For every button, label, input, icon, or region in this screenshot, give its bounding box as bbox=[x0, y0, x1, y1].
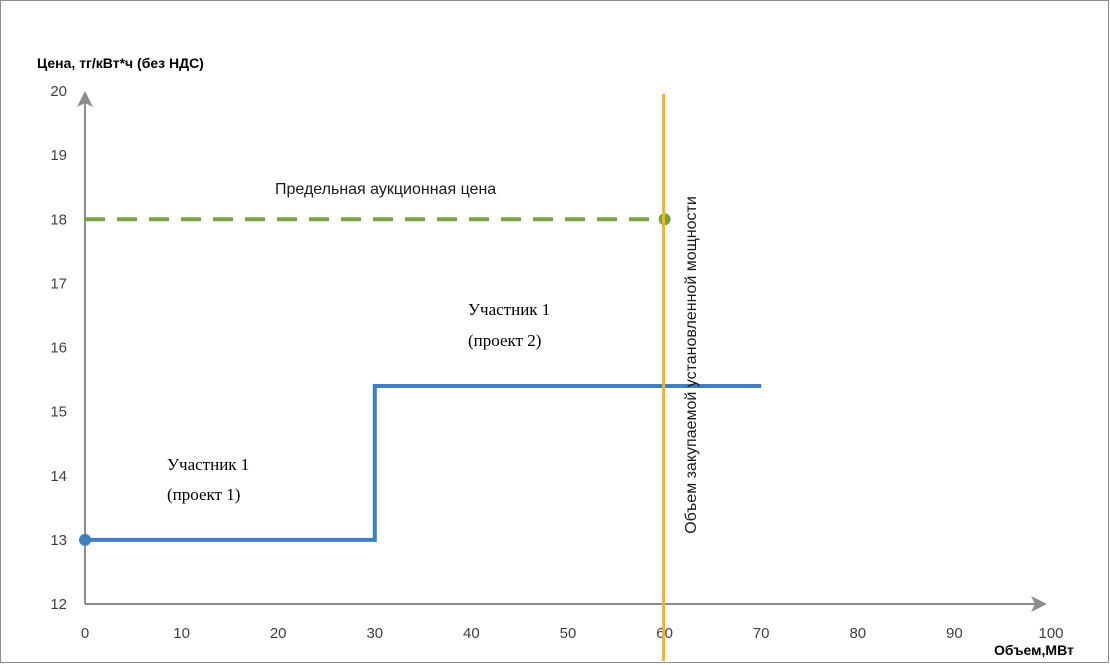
y-tick-label: 12 bbox=[50, 596, 67, 613]
x-tick-label: 70 bbox=[753, 625, 770, 642]
y-tick-label: 20 bbox=[50, 83, 67, 100]
x-tick-label: 20 bbox=[270, 625, 287, 642]
x-tick-label: 80 bbox=[849, 625, 866, 642]
participant-project1-label-line1: Участник 1 bbox=[167, 455, 249, 474]
y-tick-label: 19 bbox=[50, 147, 67, 164]
y-tick-label: 18 bbox=[50, 211, 67, 228]
y-tick-label: 13 bbox=[50, 532, 67, 549]
y-tick-label: 15 bbox=[50, 404, 67, 421]
y-tick-label: 17 bbox=[50, 275, 67, 292]
x-tick-label: 100 bbox=[1038, 625, 1063, 642]
participant-step-line bbox=[85, 383, 762, 542]
y-tick-label: 16 bbox=[50, 340, 67, 357]
x-tick-label: 90 bbox=[946, 625, 963, 642]
x-tick-label: 10 bbox=[173, 625, 190, 642]
x-tick-label: 0 bbox=[81, 625, 89, 642]
x-tick-labels: 0102030405060708090100 bbox=[81, 625, 1064, 642]
x-axis-title: Объем,МВт bbox=[994, 642, 1074, 658]
x-tick-label: 40 bbox=[463, 625, 480, 642]
x-tick-label: 50 bbox=[560, 625, 577, 642]
participant-project1-label-line2: (проект 1) bbox=[167, 485, 240, 504]
participant-project2-label-line2: (проект 2) bbox=[468, 331, 541, 350]
limit-price-label: Предельная аукционная цена bbox=[275, 181, 496, 198]
y-tick-label: 14 bbox=[50, 468, 67, 485]
y-tick-labels: 12 13 14 15 16 17 18 19 20 bbox=[50, 83, 67, 613]
y-axis-title: Цена, тг/кВт*ч (без НДС) bbox=[37, 55, 204, 71]
x-tick-label: 30 bbox=[366, 625, 383, 642]
procured-capacity-label: Объем закупаемой установленной мощности bbox=[683, 196, 700, 534]
participant-project2-label-line1: Участник 1 bbox=[468, 300, 550, 319]
series-start-point bbox=[79, 533, 91, 546]
